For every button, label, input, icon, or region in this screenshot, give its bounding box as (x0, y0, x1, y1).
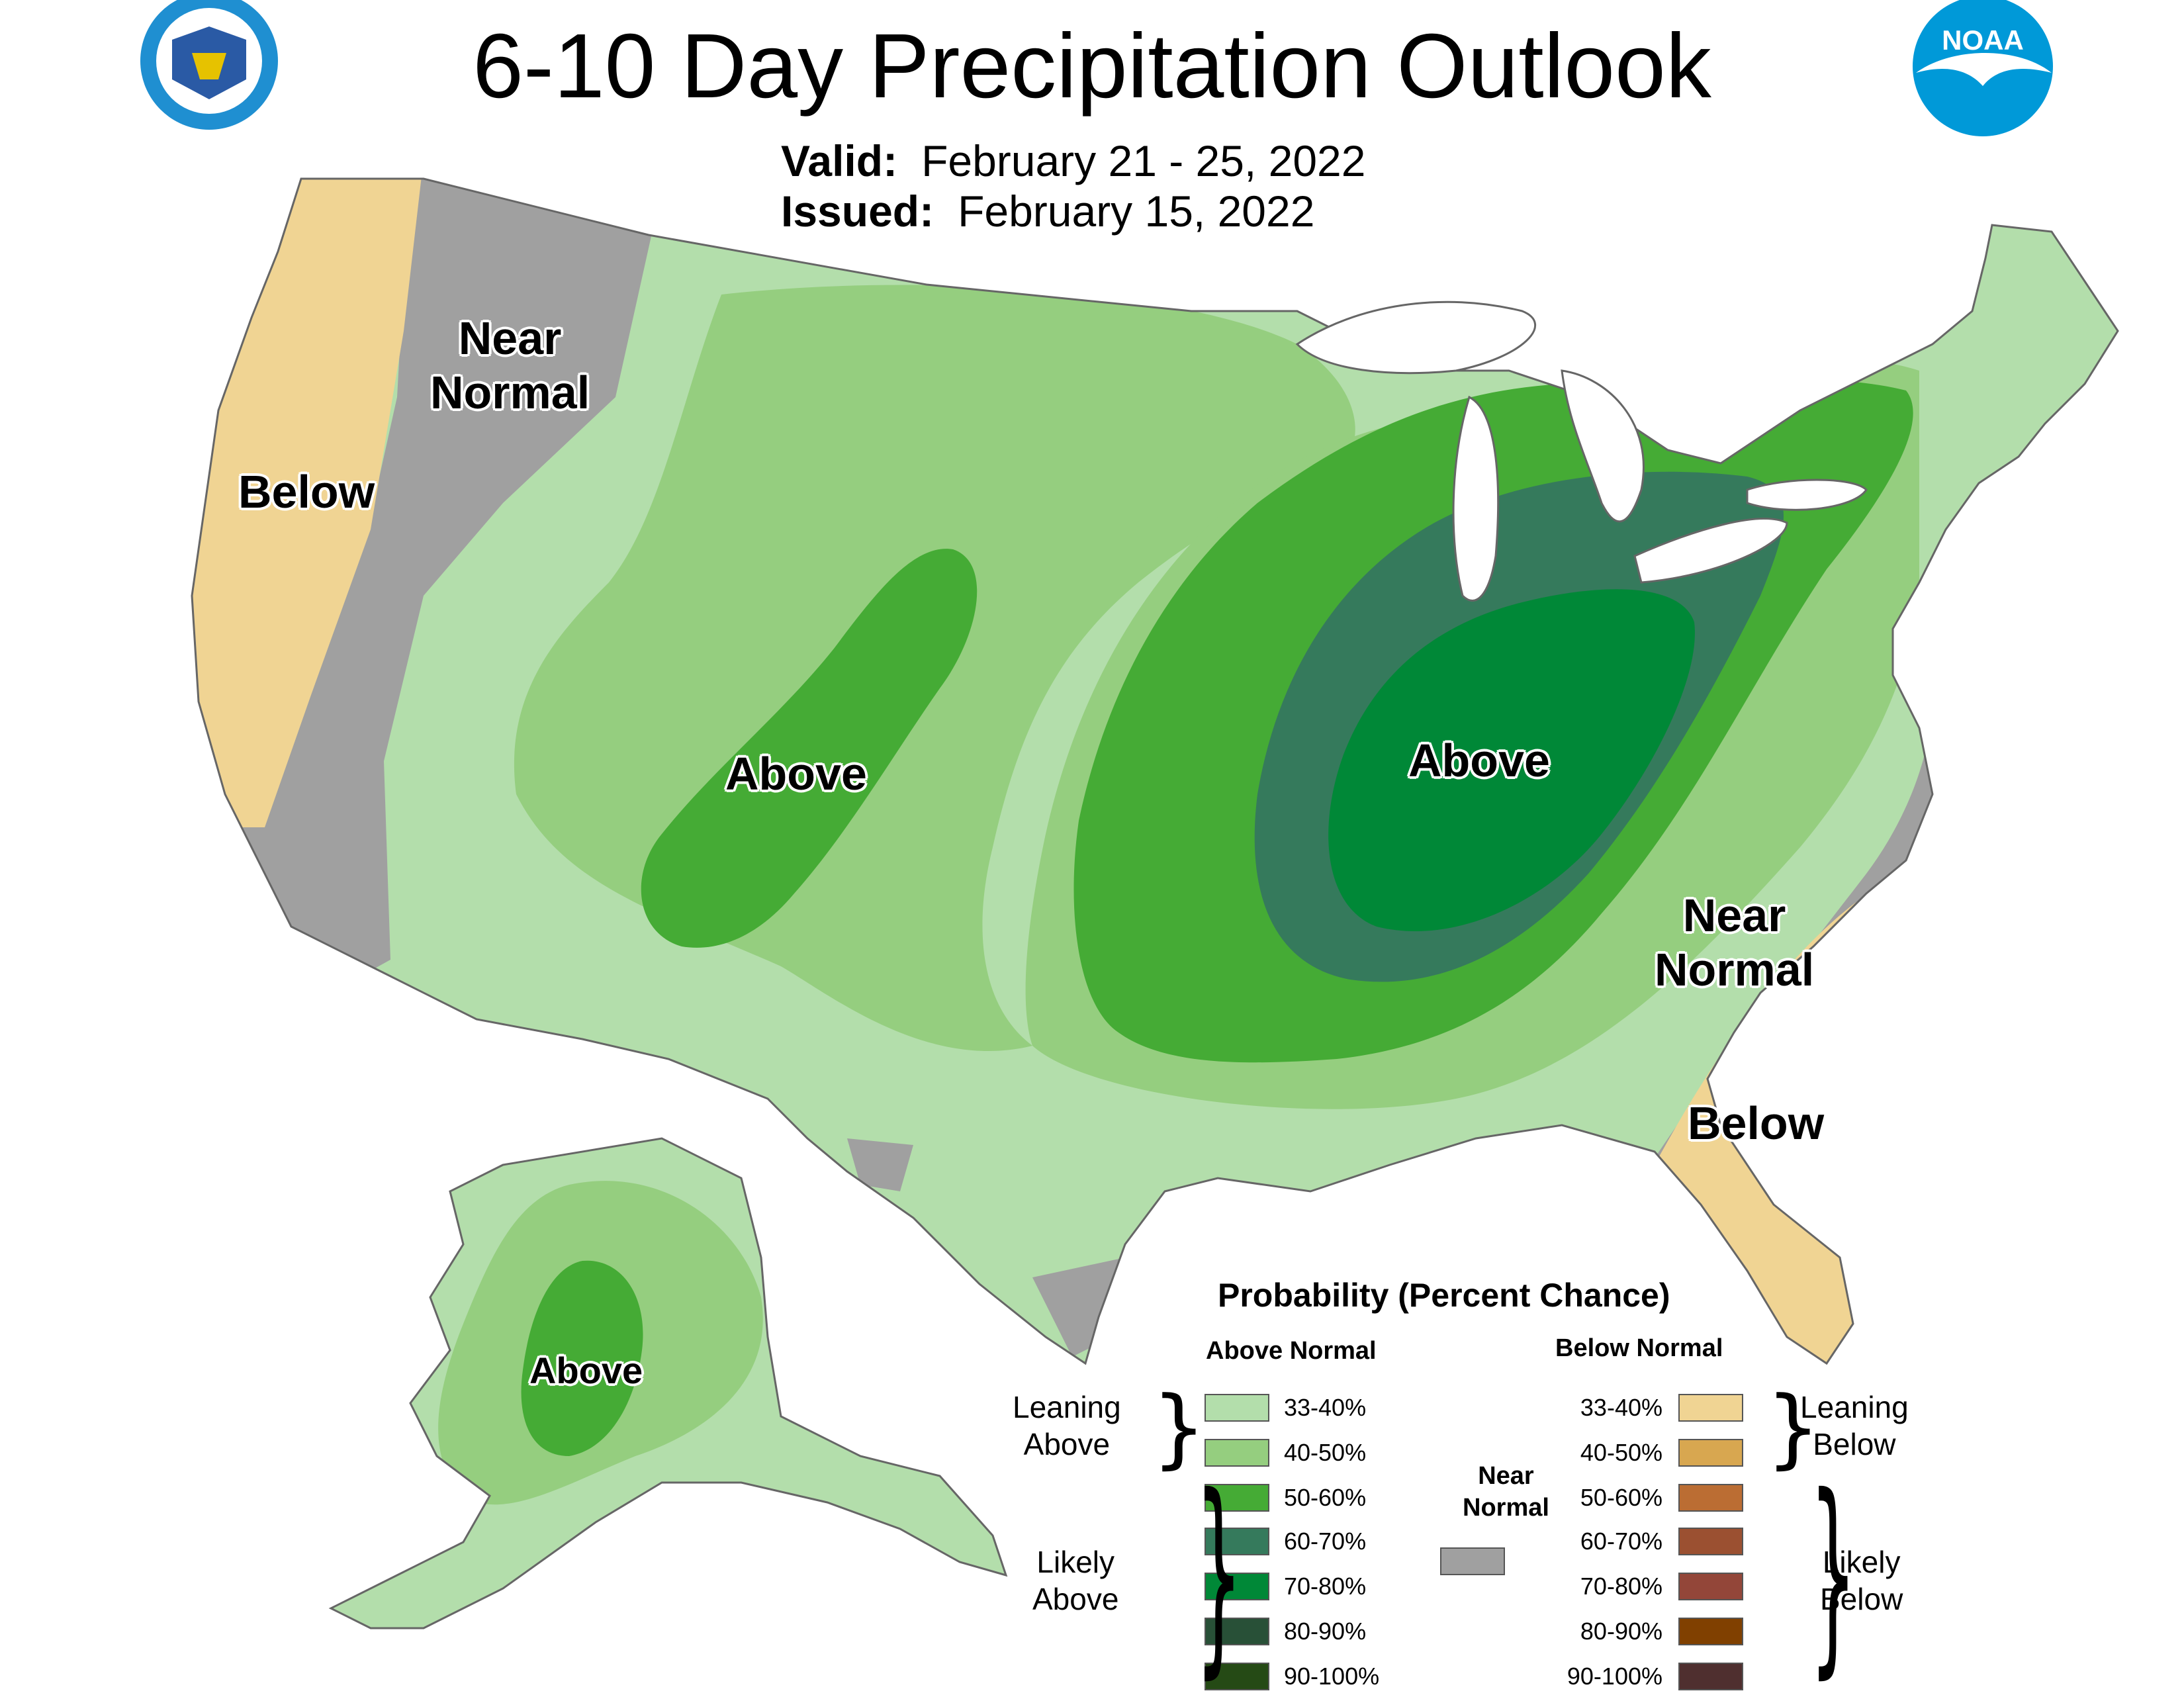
legend-brace-leaning-below-icon: } (1766, 1377, 1821, 1478)
legend-likely-below-line2: Below (1820, 1582, 1903, 1616)
legend-likely-below-line1: Likely (1822, 1545, 1901, 1579)
lake-erie (1633, 518, 1788, 584)
legend-near-normal-line1: Near (1478, 1462, 1534, 1490)
legend-leaning-below-line2: Below (1813, 1427, 1896, 1461)
legend-above-value-1: 40-50% (1284, 1439, 1367, 1466)
legend-near-normal-swatch (1440, 1547, 1505, 1575)
legend-below-swatch-1 (1678, 1439, 1743, 1467)
legend-above-header: Above Normal (1206, 1337, 1377, 1365)
legend-above-swatch-5 (1205, 1618, 1269, 1645)
legend-below-swatch-3 (1678, 1528, 1743, 1555)
legend-below-header: Below Normal (1555, 1334, 1723, 1362)
legend-leaning-above: Leaning Above (1013, 1389, 1121, 1463)
legend-brace-likely-below-icon: } (1809, 1451, 1857, 1697)
commerce-seal-ship (192, 53, 226, 79)
region-near-normal-west (192, 179, 655, 993)
great-lakes (1295, 300, 1868, 602)
alaska-outline (328, 1137, 1008, 1629)
commerce-seal (140, 0, 278, 130)
issued-value: February 15, 2022 (958, 187, 1315, 236)
label-near-normal-west-line2: Normal (430, 367, 590, 418)
legend-below-swatch-0 (1678, 1394, 1743, 1422)
legend-below-swatch-5 (1678, 1618, 1743, 1645)
legend-above-swatch-0 (1205, 1394, 1269, 1422)
legend-likely-above: Likely Above (1032, 1543, 1118, 1618)
legend-below-value-3: 60-70% (1580, 1528, 1662, 1555)
map-title: 6-10 Day Precipitation Outlook (473, 15, 1711, 117)
legend-leaning-above-line2: Above (1023, 1427, 1111, 1461)
conus-outline (191, 177, 2119, 1365)
region-likely-above-70-80-east (1328, 589, 1695, 932)
legend-above-value-2: 50-60% (1284, 1484, 1367, 1511)
legend-near-normal-label: Near Normal (1463, 1460, 1549, 1524)
legend-above-swatch-4 (1205, 1573, 1269, 1600)
legend-leaning-below: Leaning Below (1800, 1389, 1909, 1463)
legend-above-value-3: 60-70% (1284, 1528, 1367, 1555)
legend-below-value-0: 33-40% (1580, 1394, 1662, 1421)
legend-above-value-0: 33-40% (1284, 1394, 1367, 1421)
label-below-east: Below (1688, 1097, 1825, 1149)
lake-huron (1561, 369, 1645, 523)
noaa-logo-text: NOAA (1942, 24, 2024, 56)
issued-date: Issued: February 15, 2022 (781, 186, 1314, 236)
legend-above-swatch-3 (1205, 1528, 1269, 1555)
legend-above-swatch-6 (1205, 1663, 1269, 1690)
region-near-normal-texas-1 (847, 1138, 913, 1191)
legend-title: Probability (Percent Chance) (1218, 1277, 1670, 1314)
legend-below-value-6: 90-100% (1567, 1663, 1662, 1690)
label-near-normal-east-line2: Normal (1655, 944, 1815, 995)
legend-below-value-2: 50-60% (1580, 1484, 1662, 1511)
lake-michigan (1452, 395, 1500, 602)
noaa-bird-icon (1916, 53, 2052, 86)
legend-likely-above-line1: Likely (1036, 1545, 1115, 1579)
alaska-region-likely-above-50-60 (521, 1260, 643, 1456)
legend-near-normal-line2: Normal (1463, 1494, 1549, 1522)
legend-brace-leaning-above-icon: } (1152, 1377, 1206, 1478)
legend-leaning-above-line1: Leaning (1013, 1390, 1121, 1424)
valid-dates: Valid: February 21 - 25, 2022 (781, 136, 1365, 186)
valid-value: February 21 - 25, 2022 (921, 136, 1366, 185)
legend-below-swatch-2 (1678, 1484, 1743, 1512)
legend-below-value-4: 70-80% (1580, 1573, 1662, 1600)
lake-superior (1295, 300, 1537, 375)
legend-above-value-4: 70-80% (1284, 1573, 1367, 1600)
lake-ontario (1746, 479, 1868, 511)
legend-brace-likely-above-icon: } (1195, 1451, 1243, 1697)
legend-likely-below: Likely Below (1820, 1543, 1903, 1618)
label-below-west: Below (238, 466, 375, 518)
label-near-normal-west-line1: Near (458, 312, 562, 364)
valid-label: Valid: (781, 136, 898, 185)
legend-above-value-6: 90-100% (1284, 1663, 1380, 1690)
legend-below-value-5: 80-90% (1580, 1618, 1662, 1645)
label-above-west: Above (725, 748, 867, 800)
label-near-normal-east-line1: Near (1682, 890, 1786, 941)
legend-below-value-1: 40-50% (1580, 1439, 1662, 1466)
legend-above-swatch-1 (1205, 1439, 1269, 1467)
legend-above-swatch-2 (1205, 1484, 1269, 1512)
label-near-normal-west: Near Normal (430, 311, 590, 420)
region-likely-above-50-60-west (641, 549, 978, 948)
legend-leaning-below-line1: Leaning (1800, 1390, 1909, 1424)
legend-below-swatch-4 (1678, 1573, 1743, 1600)
label-near-normal-east: Near Normal (1655, 888, 1814, 997)
label-above-east: Above (1408, 735, 1550, 786)
issued-label: Issued: (781, 187, 934, 236)
label-above-alaska: Above (529, 1350, 643, 1391)
legend-above-value-5: 80-90% (1284, 1618, 1367, 1645)
legend-below-swatch-6 (1678, 1663, 1743, 1690)
noaa-logo: NOAA (1913, 0, 2053, 136)
legend-likely-above-line2: Above (1032, 1582, 1119, 1616)
